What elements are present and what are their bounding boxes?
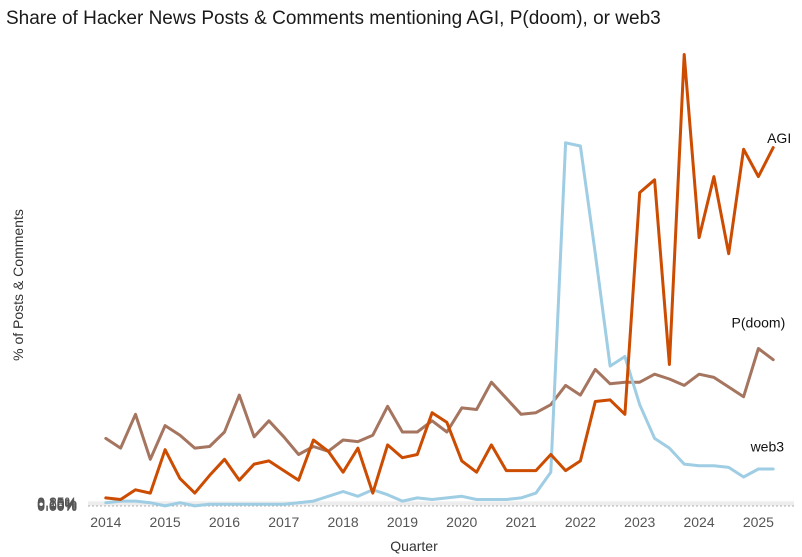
x-tick-label: 2018 xyxy=(328,514,359,530)
y-tick-label: 0.00% xyxy=(37,498,77,514)
y-tick-label: 0.05% xyxy=(37,497,77,513)
x-tick-label: 2019 xyxy=(387,514,418,530)
x-tick-label: 2014 xyxy=(90,514,121,530)
x-tick-label: 2016 xyxy=(209,514,240,530)
y-tick-label: 0.15% xyxy=(37,496,77,512)
series-lines xyxy=(104,53,775,508)
y-axis-label: % of Posts & Comments xyxy=(10,209,26,361)
x-tick-label: 2025 xyxy=(743,514,774,530)
series-label: AGI xyxy=(767,130,791,146)
series-labels: AGI P(doom) web3 xyxy=(732,130,792,454)
y-tick-label: 0.10% xyxy=(37,496,77,512)
series-line-p-doom xyxy=(104,347,775,461)
series-label: web3 xyxy=(750,438,785,454)
x-tick-label: 2022 xyxy=(565,514,596,530)
x-tick-label: 2023 xyxy=(624,514,655,530)
series-line-agi xyxy=(104,53,775,501)
y-axis-ticks: 0.00%0.05%0.10%0.15%0.20%0.25% xyxy=(37,494,77,514)
series-line-web3 xyxy=(104,141,775,508)
series-label: P(doom) xyxy=(732,315,786,331)
chart-title: Share of Hacker News Posts & Comments me… xyxy=(6,8,661,29)
x-axis-label: Quarter xyxy=(390,538,438,554)
y-tick-label: 0.20% xyxy=(37,495,77,511)
x-tick-label: 2017 xyxy=(268,514,299,530)
x-tick-label: 2024 xyxy=(683,514,714,530)
x-tick-label: 2020 xyxy=(446,514,477,530)
x-tick-label: 2015 xyxy=(150,514,181,530)
x-tick-label: 2021 xyxy=(506,514,537,530)
y-tick-label: 0.25% xyxy=(37,494,77,510)
x-axis-ticks: 2014 2015 2016 2017 2018 2019 2020 2021 2022 2023… xyxy=(90,514,774,530)
